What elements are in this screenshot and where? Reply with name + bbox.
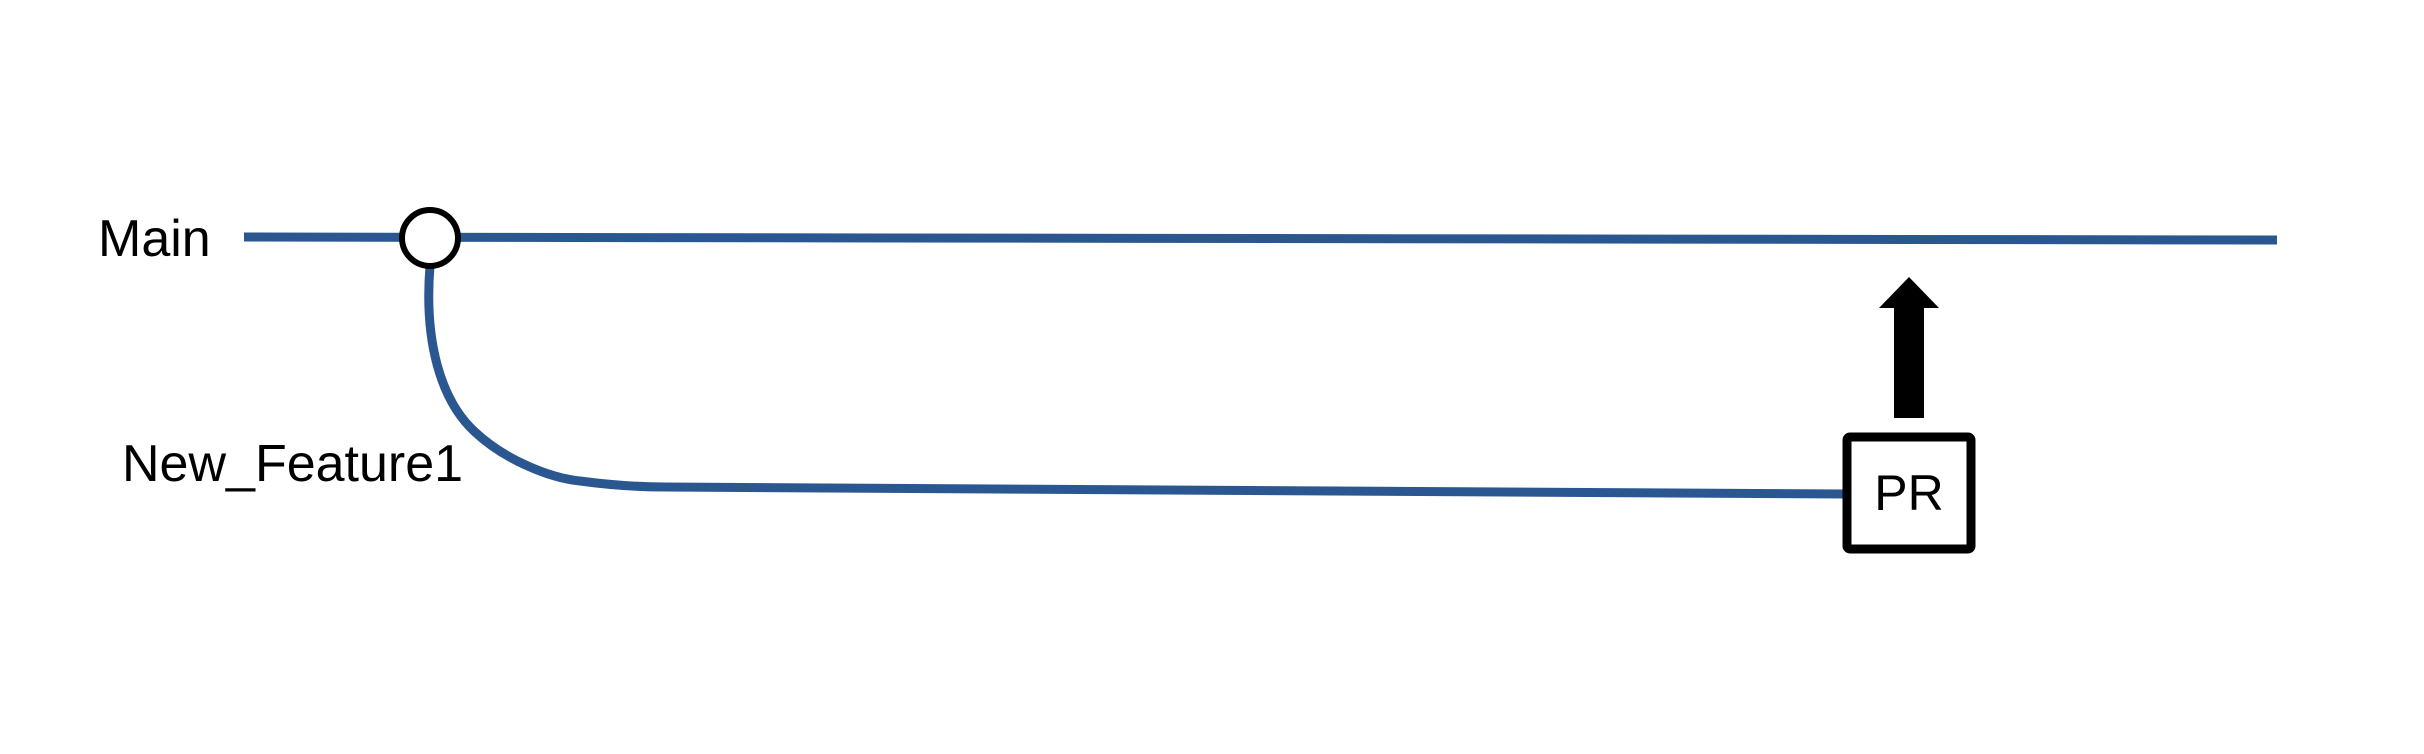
pull-request-label: PR: [1874, 465, 1943, 521]
feature-branch-label: New_Feature1: [122, 435, 463, 493]
main-branch-line: [243, 232, 2278, 245]
commit-circle-icon: [399, 207, 461, 269]
pull-request-box: PR: [1842, 432, 1976, 554]
main-branch-label: Main: [98, 210, 211, 268]
pull-request-frame: [1842, 432, 1976, 554]
up-arrow-icon: [1879, 277, 1939, 418]
feature-branch-line: [424, 265, 1846, 499]
